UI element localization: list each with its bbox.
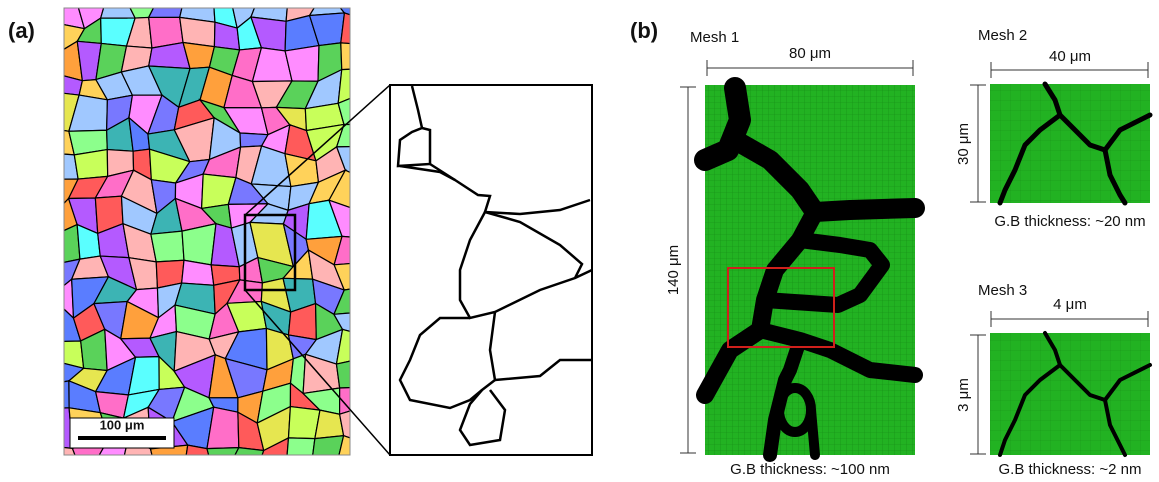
mesh-title: Mesh 3 bbox=[978, 282, 1027, 299]
mesh-caption: G.B thickness: ~2 nm bbox=[999, 461, 1142, 478]
grain bbox=[338, 69, 359, 103]
mesh-title: Mesh 1 bbox=[690, 29, 739, 46]
mesh-height: 3 μm bbox=[955, 378, 972, 412]
grain bbox=[336, 329, 370, 364]
mesh-caption: G.B thickness: ~100 nm bbox=[730, 461, 890, 478]
mesh-height: 140 μm bbox=[665, 245, 682, 295]
grain bbox=[151, 231, 184, 262]
mesh-width: 4 μm bbox=[1053, 296, 1087, 313]
mesh-title: Mesh 2 bbox=[978, 27, 1027, 44]
grain bbox=[207, 448, 239, 474]
grain bbox=[149, 0, 185, 17]
grain bbox=[74, 150, 107, 179]
grain bbox=[101, 0, 135, 18]
grain bbox=[341, 13, 365, 45]
mesh-height: 30 μm bbox=[955, 123, 972, 165]
grain bbox=[337, 436, 369, 473]
grain bbox=[311, 436, 343, 466]
panel-label: (b) bbox=[630, 18, 658, 43]
mesh-image bbox=[990, 84, 1150, 203]
zoom-inset bbox=[390, 85, 592, 455]
grain bbox=[182, 260, 214, 285]
grain bbox=[45, 225, 80, 264]
mesh-width: 40 μm bbox=[1049, 48, 1091, 65]
grain bbox=[341, 43, 365, 70]
grain bbox=[182, 224, 216, 265]
scale-bar-label: 100 μm bbox=[100, 417, 145, 432]
grain bbox=[42, 0, 85, 29]
grain bbox=[51, 381, 69, 409]
mesh-width: 80 μm bbox=[789, 45, 831, 62]
figure: (a) 100 μm (b) Mesh 1 80 μm 140 μm G.B t bbox=[0, 0, 1159, 482]
mesh-caption: G.B thickness: ~20 nm bbox=[994, 213, 1145, 230]
grain bbox=[151, 445, 188, 475]
panel-label: (a) bbox=[8, 18, 35, 43]
grain-map bbox=[42, 0, 371, 475]
mesh-image bbox=[990, 333, 1150, 455]
